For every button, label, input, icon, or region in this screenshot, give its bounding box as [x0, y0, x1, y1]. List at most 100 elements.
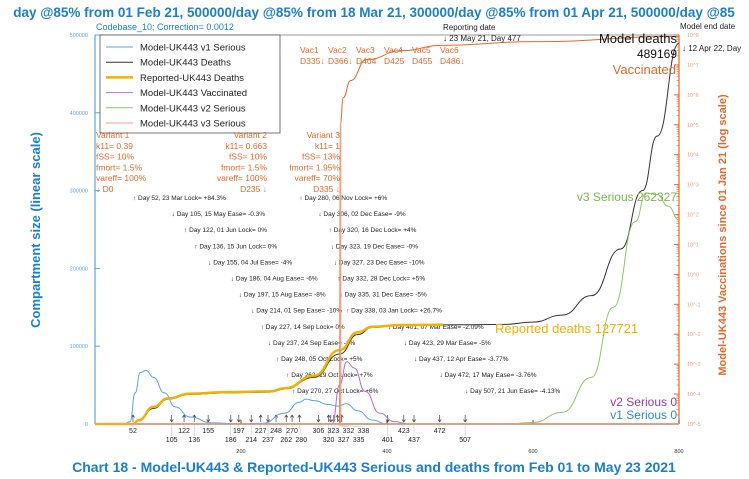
event-day-label: 423 [398, 428, 410, 435]
event-arrow-up-icon [258, 414, 263, 422]
event-day-label: 320 [323, 437, 335, 444]
variant-label: fmort= 1.5% [221, 162, 268, 172]
vacc-phase-label: Vac1 [300, 45, 319, 55]
vacc-phase-label: Vac6 [440, 45, 459, 55]
event-arrow-down-icon [228, 415, 233, 423]
event-day-label: 52 [129, 428, 137, 435]
event-leader-line [333, 424, 344, 437]
event-arrow-up-icon [284, 414, 289, 422]
event-day-label: 214 [245, 437, 257, 444]
event-day-label: 270 [286, 428, 298, 435]
event-label: ↓ Day 472, 17 May Ease= -3.76% [440, 372, 537, 379]
event-day-label: 136 [188, 437, 200, 444]
event-label: ↓ Day 423, 29 Mar Ease= -5% [404, 340, 491, 347]
event-arrow-down-icon [206, 415, 211, 423]
event-label: ↑ Day 227, 14 Sep Lock= 0% [261, 324, 345, 331]
event-label: ↓ Day 197, 15 Aug Ease= -8% [239, 292, 326, 299]
event-leader-line [337, 424, 349, 428]
y2-tick-label: 10^8 [687, 33, 699, 39]
event-label: ↑ Day 320, 16 Dec Lock= +4% [329, 227, 417, 234]
vaccinated-end-label: Vaccinated [613, 62, 676, 77]
x-tick-label: 600 [528, 449, 537, 455]
event-day-label: 237 [262, 437, 274, 444]
variant-label: Variant 2 [234, 130, 268, 140]
y2-tick-label: 10^5 [687, 123, 699, 129]
y-axis-label: Compartment size (linear scale) [28, 132, 43, 328]
variant-label: fmort= 1.5% [96, 162, 143, 172]
chart-caption: Chart 18 - Model-UK443 & Reported-UK443 … [72, 459, 676, 475]
v3-serious-end-label: v3 Serious 262327 [577, 190, 677, 204]
event-label: ↓ Day 323, 19 Dec Ease= -0% [331, 243, 418, 250]
event-arrow-up-icon [335, 414, 340, 422]
series-line-0 [95, 369, 679, 425]
event-label: ↓ Day 155, 04 Jul Ease= -4% [208, 259, 292, 266]
y-tick-label: 100000 [70, 344, 88, 350]
vacc-phase-day: D366↓ [328, 56, 353, 66]
event-arrow-down-icon [437, 415, 442, 423]
legend-label: Reported-UK443 Deaths [140, 73, 244, 84]
y2-tick-label: 10^-3 [687, 362, 701, 368]
vacc-phase-day: D455 [412, 56, 433, 66]
model-deaths-end-label: Model deaths [599, 31, 678, 46]
legend-label: Model-UK443 v1 Serious [140, 43, 246, 54]
y2-tick-label: 10^-5 [687, 422, 701, 428]
vacc-phase-label: Vac4 [384, 45, 403, 55]
y2-tick-label: 10^3 [687, 183, 699, 189]
event-label: ↓ Day 214, 01 Sep Ease= -10% [251, 308, 342, 315]
event-label: ↑ Day 280, 06 Nov Lock= +6% [299, 195, 387, 202]
variant-label: fmort= 1.95% [289, 162, 340, 172]
event-day-label: 227 [255, 428, 267, 435]
legend-label: Model-UK443 Vaccinated [140, 88, 247, 99]
variant-label: fSS= 10% [229, 152, 267, 162]
variant-label: vareff= 70% [295, 173, 341, 183]
model-deaths-value: 489169 [637, 47, 677, 61]
event-label: ↓ Day 401, 07 Mar Ease= -2.09% [388, 324, 484, 331]
y2-tick-label: 10^1 [687, 242, 699, 248]
event-label: ↓ Day 507, 21 Jun Ease= -4.13% [465, 388, 560, 395]
y-tick-label: 200000 [70, 266, 88, 272]
event-label: ↑ Day 262, 19 Oct Lock= +7% [286, 372, 373, 379]
vacc-phase-day: D335↓ [300, 56, 325, 66]
v1-serious-end-label: v1 Serious 0 [610, 408, 677, 422]
y2-tick-label: 10^0 [687, 272, 699, 278]
legend-label: Model-UK443 Deaths [140, 58, 231, 69]
y2-tick-label: 10^7 [687, 63, 699, 69]
event-day-label: 327 [338, 437, 350, 444]
event-day-label: 401 [382, 437, 394, 444]
legend-box [99, 34, 281, 134]
event-label: ↑ Day 136, 15 Jun Lock= 0% [194, 243, 277, 250]
variant-label: D335 ↓ [313, 184, 340, 194]
event-arrow-down-icon [401, 415, 406, 423]
event-day-label: 338 [358, 428, 370, 435]
vacc-phase-day: D425 [384, 56, 405, 66]
event-day-label: 262 [280, 437, 292, 444]
y2-tick-label: 10^6 [687, 93, 699, 99]
event-day-label: 155 [202, 428, 214, 435]
variant-label: ↓ D0 [96, 184, 114, 194]
vacc-phase-label: Vac5 [412, 45, 431, 55]
event-label: ↑ Day 270, 27 Oct Lock= +6% [292, 388, 379, 395]
event-leader-line [339, 424, 359, 437]
model-end-date-value: ↓ 12 Apr 22, Day [682, 44, 741, 53]
y2-tick-label: 10^-1 [687, 302, 701, 308]
reporting-date-value: ↓ 23 May 21, Day 477 [443, 34, 521, 43]
y2-tick-label: 10^-2 [687, 332, 701, 338]
vacc-phase-day: D486↓ [440, 56, 465, 66]
event-label: ↓ Day 335, 31 Dec Ease= -5% [340, 292, 427, 299]
y2-tick-label: 10^-4 [687, 392, 701, 398]
reporting-date-label: Reporting date [443, 23, 496, 32]
y2-tick-label: 10^2 [687, 213, 699, 219]
vacc-phase-label: Vac3 [356, 45, 375, 55]
event-day-label: 122 [178, 428, 190, 435]
event-day-label: 197 [233, 428, 245, 435]
variant-label: Variant 1 [96, 130, 130, 140]
event-label: ↓ Day 306, 02 Dec Ease= -9% [318, 211, 405, 218]
event-day-label: 280 [295, 437, 307, 444]
event-arrow-down-icon [249, 415, 254, 423]
legend-label: Model-UK443 v3 Serious [140, 119, 246, 130]
event-arrow-down-icon [169, 415, 174, 423]
event-label: ↓ Day 105, 15 May Ease= -0.3% [172, 211, 266, 218]
event-leader-line [330, 424, 334, 428]
variant-label: D235 ↓ [240, 184, 267, 194]
vacc-phase-label: Vac2 [328, 45, 347, 55]
